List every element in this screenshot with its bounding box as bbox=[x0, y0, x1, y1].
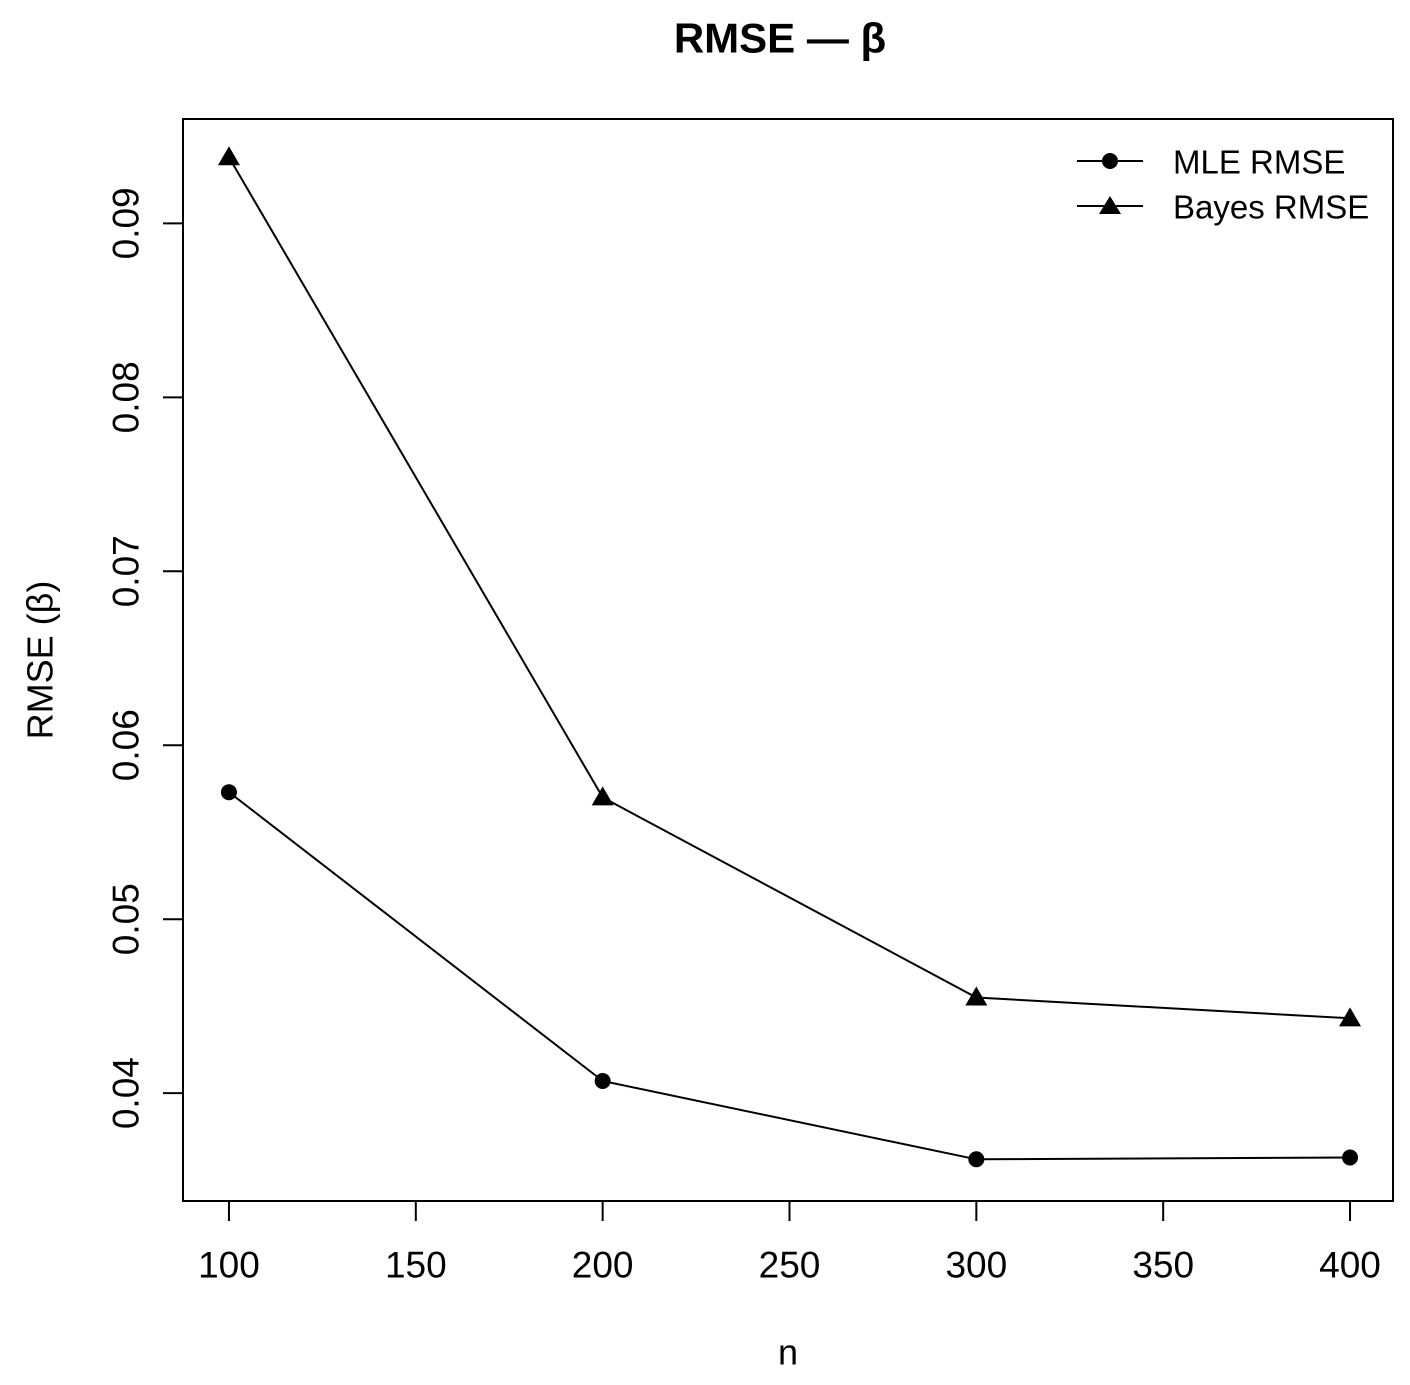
chart-title: RMSE — β bbox=[674, 15, 886, 62]
y-tick-label: 0.08 bbox=[106, 361, 147, 433]
data-point-circle bbox=[1342, 1149, 1359, 1166]
data-point-circle bbox=[220, 784, 237, 801]
x-tick-label: 300 bbox=[945, 1245, 1007, 1286]
series-line bbox=[228, 791, 1351, 1161]
legend-label-mle: MLE RMSE bbox=[1173, 144, 1345, 181]
x-axis: 100 150 200 250 300 350 400 bbox=[198, 1201, 1381, 1286]
data-point-triangle bbox=[591, 786, 614, 806]
legend-label-bayes: Bayes RMSE bbox=[1173, 189, 1369, 226]
data-point-triangle bbox=[217, 146, 240, 166]
data-point-triangle bbox=[965, 986, 988, 1006]
x-tick-label: 200 bbox=[572, 1245, 634, 1286]
y-tick-label: 0.05 bbox=[106, 883, 147, 955]
data-series bbox=[217, 146, 1362, 1168]
y-tick-label: 0.06 bbox=[106, 709, 147, 781]
legend-item-mle: MLE RMSE bbox=[1077, 144, 1345, 181]
legend: MLE RMSE Bayes RMSE bbox=[1077, 144, 1369, 226]
x-tick-label: 150 bbox=[385, 1245, 447, 1286]
x-axis-label: n bbox=[778, 1332, 798, 1373]
series-triangle bbox=[217, 146, 1362, 1027]
data-point-triangle bbox=[1339, 1007, 1362, 1027]
x-tick-label: 100 bbox=[198, 1245, 260, 1286]
plot-border bbox=[182, 118, 1394, 1202]
y-tick-label: 0.07 bbox=[106, 535, 147, 607]
circle-marker-icon bbox=[1102, 153, 1118, 169]
x-tick-label: 400 bbox=[1319, 1245, 1381, 1286]
x-tick-label: 350 bbox=[1132, 1245, 1194, 1286]
y-tick-label: 0.04 bbox=[106, 1057, 147, 1129]
series-circle bbox=[220, 784, 1359, 1168]
triangle-marker-icon bbox=[1099, 196, 1121, 214]
y-axis-label: RMSE (β) bbox=[20, 581, 61, 740]
y-axis: 0.04 0.05 0.06 0.07 0.08 0.09 bbox=[106, 187, 183, 1129]
data-point-circle bbox=[968, 1151, 985, 1168]
series-line bbox=[228, 156, 1351, 1020]
y-tick-label: 0.09 bbox=[106, 187, 147, 259]
x-tick-label: 250 bbox=[759, 1245, 821, 1286]
legend-item-bayes: Bayes RMSE bbox=[1077, 189, 1369, 226]
data-point-circle bbox=[594, 1072, 611, 1089]
